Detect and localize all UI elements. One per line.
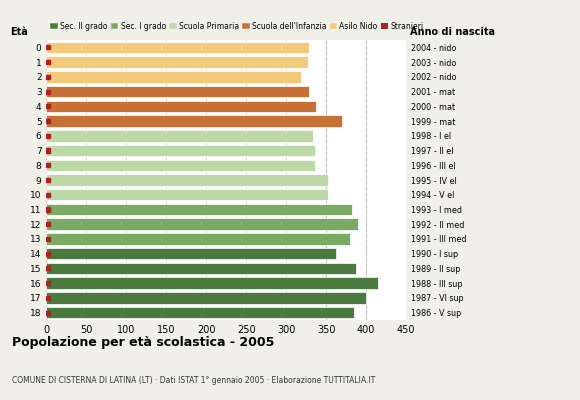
Bar [46,208,50,212]
Bar [46,281,50,285]
Bar [46,292,366,304]
Bar [46,119,50,123]
Bar [46,90,50,94]
Bar [46,130,313,142]
Bar [46,60,50,64]
Bar [46,204,353,215]
Bar [46,237,50,241]
Bar [46,56,308,68]
Bar [46,252,50,256]
Bar [46,296,50,300]
Bar [46,42,309,53]
Bar [46,222,50,226]
Bar [46,193,50,197]
Bar [46,148,50,152]
Bar [46,178,50,182]
Bar [46,307,354,318]
Bar [46,100,316,112]
Text: Età: Età [10,27,28,37]
Bar [46,134,50,138]
Bar [46,310,50,315]
Bar [46,160,315,171]
Bar [46,218,358,230]
Bar [46,45,50,50]
Bar [46,86,309,97]
Bar [46,278,378,289]
Bar [46,115,342,127]
Bar [46,163,50,167]
Bar [46,263,357,274]
Legend: Sec. II grado, Sec. I grado, Scuola Primaria, Scuola dell'Infanzia, Asilo Nido, : Sec. II grado, Sec. I grado, Scuola Prim… [50,22,424,30]
Bar [46,266,50,270]
Text: Popolazione per età scolastica - 2005: Popolazione per età scolastica - 2005 [12,336,274,349]
Bar [46,104,50,108]
Bar [46,145,315,156]
Text: COMUNE DI CISTERNA DI LATINA (LT) · Dati ISTAT 1° gennaio 2005 · Elaborazione TU: COMUNE DI CISTERNA DI LATINA (LT) · Dati… [12,376,375,385]
Bar [46,174,328,186]
Bar [46,71,300,82]
Text: Anno di nascita: Anno di nascita [409,27,495,37]
Bar [46,75,50,79]
Bar [46,248,336,260]
Bar [46,233,350,245]
Bar [46,189,328,200]
